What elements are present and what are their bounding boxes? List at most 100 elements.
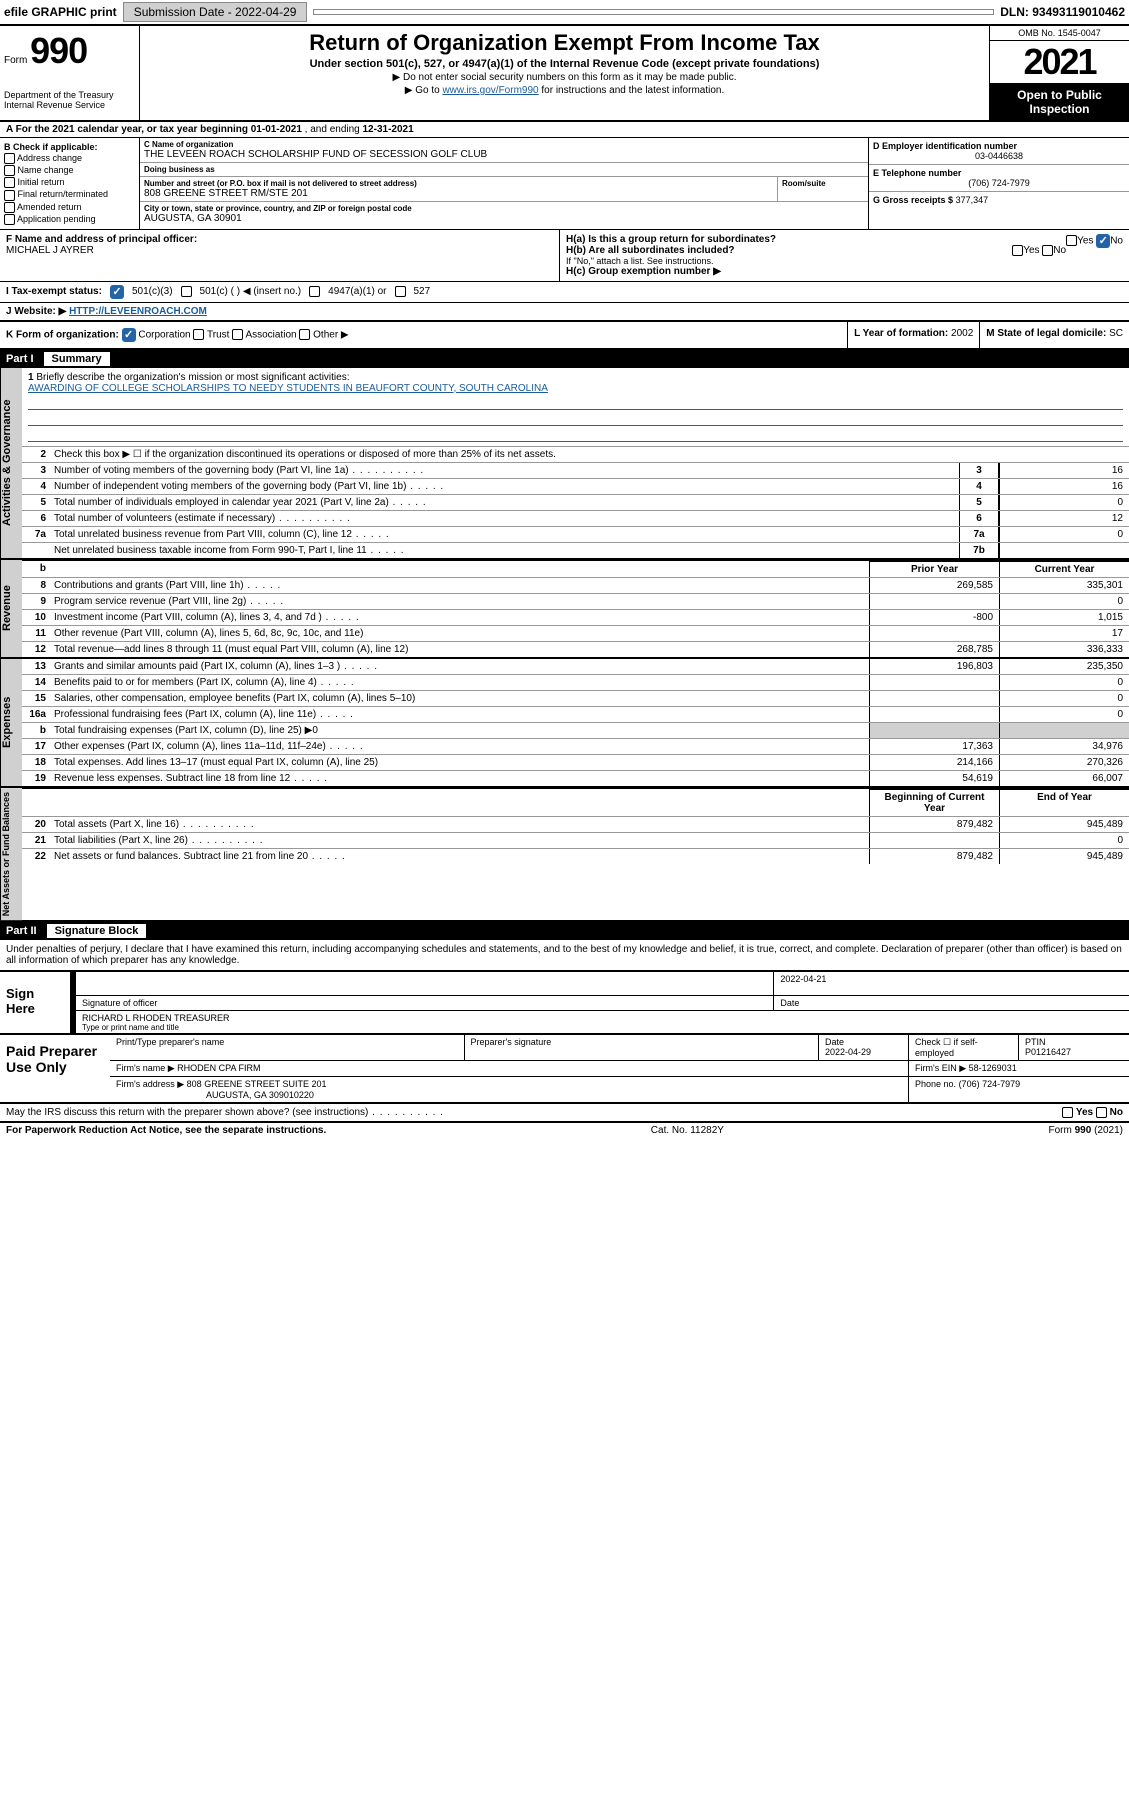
c-street-cell: Number and street (or P.O. box if mail i…	[140, 177, 778, 202]
row-19: 19 Revenue less expenses. Subtract line …	[22, 770, 1129, 786]
checkbox-icon[interactable]	[1096, 1107, 1107, 1118]
sigrow-labels: Signature of officer Date	[70, 996, 1129, 1011]
row-8: 8 Contributions and grants (Part VIII, l…	[22, 577, 1129, 593]
sigrow-name: RICHARD L RHODEN TREASURER Type or print…	[70, 1011, 1129, 1033]
checkbox-checked-icon[interactable]: ✓	[1096, 234, 1110, 248]
checkbox-icon[interactable]	[1042, 245, 1053, 256]
checkbox-icon[interactable]	[232, 329, 243, 340]
c-city: AUGUSTA, GA 30901	[144, 213, 864, 224]
inspection-box: Open to Public Inspection	[990, 83, 1129, 120]
b-amend[interactable]: Amended return	[4, 202, 135, 213]
preparer-block: Paid Preparer Use Only Print/Type prepar…	[0, 1035, 1129, 1104]
row-4: 4 Number of independent voting members o…	[22, 478, 1129, 494]
h-cell: H(a) Is this a group return for subordin…	[560, 230, 1129, 281]
checkbox-icon[interactable]	[1062, 1107, 1073, 1118]
row-6: 6 Total number of volunteers (estimate i…	[22, 510, 1129, 526]
rev-head: b Prior Year Current Year	[22, 560, 1129, 577]
dept-label: Department of the Treasury Internal Reve…	[4, 90, 135, 110]
b-label: B Check if applicable:	[4, 142, 135, 152]
vtab-gov: Activities & Governance	[0, 368, 22, 558]
mission-text: AWARDING OF COLLEGE SCHOLARSHIPS TO NEED…	[28, 383, 548, 394]
hc-label: H(c) Group exemption number ▶	[566, 266, 721, 277]
checkbox-icon[interactable]	[181, 286, 192, 297]
discuss-text: May the IRS discuss this return with the…	[6, 1107, 444, 1118]
checkbox-icon[interactable]	[309, 286, 320, 297]
hc-row: H(c) Group exemption number ▶	[566, 266, 1123, 277]
underline	[28, 412, 1123, 426]
row-20: 20 Total assets (Part X, line 16) 879,48…	[22, 816, 1129, 832]
checkbox-icon[interactable]	[4, 165, 15, 176]
a-mid: , and ending	[305, 124, 363, 135]
m-label: M State of legal domicile:	[986, 328, 1106, 339]
row-7b: Net unrelated business taxable income fr…	[22, 542, 1129, 558]
submission-date-pill[interactable]: Submission Date - 2022-04-29	[123, 2, 308, 22]
prow-2: Firm's name ▶ RHODEN CPA FIRM Firm's EIN…	[110, 1061, 1129, 1077]
checkbox-icon[interactable]	[193, 329, 204, 340]
net-body: Beginning of Current Year End of Year 20…	[22, 788, 1129, 920]
spacer-pill	[313, 9, 994, 15]
website-link[interactable]: HTTP://LEVEENROACH.COM	[69, 306, 207, 317]
c-street: 808 GREENE STREET RM/STE 201	[144, 188, 773, 199]
footer-left: For Paperwork Reduction Act Notice, see …	[6, 1125, 326, 1136]
checkbox-icon[interactable]	[395, 286, 406, 297]
date-cell: 2022-04-21	[774, 972, 1129, 995]
section-b-to-g: B Check if applicable: Address change Na…	[0, 138, 1129, 230]
row-17: 17 Other expenses (Part IX, column (A), …	[22, 738, 1129, 754]
row-16b: b Total fundraising expenses (Part IX, c…	[22, 722, 1129, 738]
checkbox-icon[interactable]	[299, 329, 310, 340]
form-sub2: ▶ Do not enter social security numbers o…	[146, 72, 983, 83]
vtab-net: Net Assets or Fund Balances	[0, 788, 22, 920]
summary-rev: Revenue b Prior Year Current Year 8 Cont…	[0, 560, 1129, 659]
a-begin: 01-01-2021	[251, 124, 302, 135]
b-addr[interactable]: Address change	[4, 153, 135, 164]
d-label: D Employer identification number	[873, 141, 1125, 151]
hb-answer: Yes No	[1012, 245, 1066, 256]
klm-row: K Form of organization: ✓ Corporation Tr…	[0, 322, 1129, 350]
checkbox-icon[interactable]	[1066, 235, 1077, 246]
prep-self: Check ☐ if self-employed	[909, 1035, 1019, 1060]
b-name[interactable]: Name change	[4, 165, 135, 176]
l-cell: L Year of formation: 2002	[848, 322, 980, 348]
ha-answer: Yes ✓No	[1066, 234, 1123, 248]
footer: For Paperwork Reduction Act Notice, see …	[0, 1123, 1129, 1138]
checkbox-checked-icon[interactable]: ✓	[122, 328, 136, 342]
header-left: Form 990 Department of the Treasury Inte…	[0, 26, 140, 120]
f-name: MICHAEL J AYRER	[6, 245, 94, 256]
checkbox-icon[interactable]	[4, 177, 15, 188]
checkbox-icon[interactable]	[1012, 245, 1023, 256]
net-head: Beginning of Current Year End of Year	[22, 788, 1129, 816]
f-cell: F Name and address of principal officer:…	[0, 230, 560, 281]
part1-title: Summary	[44, 352, 110, 366]
c-street-label: Number and street (or P.O. box if mail i…	[144, 179, 773, 188]
topbar: efile GRAPHIC print Submission Date - 20…	[0, 0, 1129, 26]
c-room-label: Room/suite	[782, 179, 864, 188]
hb-row: H(b) Are all subordinates included? Yes …	[566, 245, 1123, 256]
g-cell: G Gross receipts $ 377,347	[869, 192, 1129, 208]
row-16a: 16a Professional fundraising fees (Part …	[22, 706, 1129, 722]
part1-bar: Part I Summary	[0, 350, 1129, 368]
checkbox-icon[interactable]	[4, 153, 15, 164]
hb-label: H(b) Are all subordinates included?	[566, 245, 735, 256]
exp-body: 13 Grants and similar amounts paid (Part…	[22, 659, 1129, 786]
checkbox-icon[interactable]	[4, 190, 15, 201]
b-final[interactable]: Final return/terminated	[4, 189, 135, 200]
prep-addr: Firm's address ▶ 808 GREENE STREET SUITE…	[110, 1077, 909, 1102]
declaration: Under penalties of perjury, I declare th…	[0, 940, 1129, 972]
col-b: B Check if applicable: Address change Na…	[0, 138, 140, 229]
c-name-label: C Name of organization	[144, 140, 864, 149]
checkbox-checked-icon[interactable]: ✓	[110, 285, 124, 299]
b-init[interactable]: Initial return	[4, 177, 135, 188]
b-app[interactable]: Application pending	[4, 214, 135, 225]
prep-phone: Phone no. (706) 724-7979	[909, 1077, 1129, 1102]
checkbox-icon[interactable]	[4, 202, 15, 213]
checkbox-icon[interactable]	[4, 214, 15, 225]
header-right: OMB No. 1545-0047 2021 Open to Public In…	[989, 26, 1129, 120]
form-sub3: ▶ Go to www.irs.gov/Form990 for instruct…	[146, 85, 983, 96]
i-4947: 4947(a)(1) or	[328, 286, 386, 297]
vtab-exp: Expenses	[0, 659, 22, 786]
prep-ein: Firm's EIN ▶ 58-1269031	[909, 1061, 1129, 1076]
prep-date: Date 2022-04-29	[819, 1035, 909, 1060]
l-label: L Year of formation:	[854, 328, 948, 339]
irs-link[interactable]: www.irs.gov/Form990	[442, 85, 538, 96]
sub3b: for instructions and the latest informat…	[541, 85, 724, 96]
